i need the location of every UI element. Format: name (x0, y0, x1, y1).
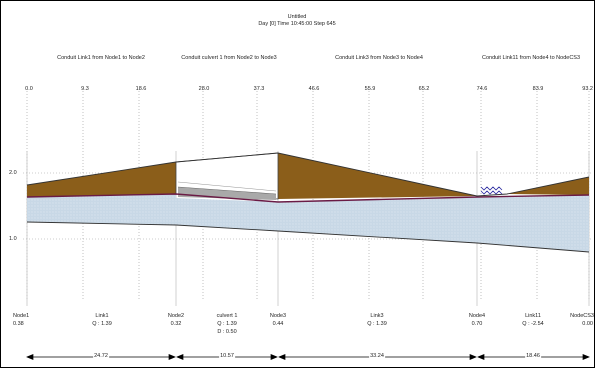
water-level-marker (480, 186, 503, 195)
node-value: 0.00 (582, 321, 593, 327)
arrowhead (270, 353, 278, 361)
arrowhead (26, 353, 34, 361)
arrowhead (168, 353, 176, 361)
chainage-tick: 93.2 (582, 86, 593, 92)
culvert-inner-line (177, 181, 277, 192)
ground-line (26, 152, 590, 197)
node-name: Node3 (269, 313, 287, 319)
node-name: Node4 (468, 313, 486, 319)
soil-link1 (27, 162, 176, 197)
segment-label: Conduit Link1 from Node1 to Node2 (57, 55, 145, 61)
link-flow: Q : 1.39 (367, 321, 387, 327)
length-arrows (26, 353, 590, 361)
arrowhead (469, 353, 477, 361)
segment-label: Conduit Link3 from Node3 to Node4 (335, 55, 423, 61)
plot-subtitle: Day [0] Time 10:45:00 Step 645 (258, 21, 336, 27)
arrowhead (582, 353, 590, 361)
link-flow: Q : -2.54 (522, 321, 544, 327)
link-name: Link3 (370, 313, 384, 319)
chainage-tick: 28.0 (198, 86, 210, 92)
link-flow: Q : 1.39 (217, 321, 237, 327)
arrowhead (278, 353, 286, 361)
node-value: 0.44 (272, 321, 284, 327)
chainage-tick: 0.0 (25, 86, 33, 92)
link-name: Link11 (525, 313, 541, 319)
segment-label: Conduit culvert 1 from Node2 to Node3 (181, 55, 277, 61)
chainage-tick: 37.3 (253, 86, 265, 92)
y-tick: 2.0 (9, 170, 17, 176)
chainage-tick: 74.6 (476, 86, 488, 92)
chainage-tick: 83.9 (532, 86, 544, 92)
length-label: 10.57 (219, 353, 235, 359)
chainage-tick: 9.3 (81, 86, 89, 92)
culvert-inner-line (177, 186, 277, 195)
node-name: NodeCS3 (570, 313, 594, 319)
conduit-invert-line (26, 221, 590, 253)
link-name: Link1 (95, 313, 109, 319)
segment-label: Conduit Link11 from Node4 to NodeCS3 (481, 55, 581, 61)
chainage-tick: 65.2 (418, 86, 430, 92)
length-label: 33.24 (369, 353, 385, 359)
link-name: culvert 1 (216, 313, 238, 319)
arrowhead (477, 353, 485, 361)
node-value: 0.38 (13, 321, 24, 327)
node-value: 0.70 (471, 321, 483, 327)
conduit-crown-line (26, 193, 590, 203)
chainage-tick: 55.9 (364, 86, 376, 92)
chainage-tick: 18.6 (135, 86, 147, 92)
node-name: Node2 (167, 313, 185, 319)
link-flow: Q : 1.39 (92, 321, 112, 327)
arrowhead (176, 353, 184, 361)
length-label: 18.46 (525, 353, 541, 359)
soil-link3 (278, 153, 477, 199)
node-value: 0.32 (170, 321, 182, 327)
length-label: 24.72 (93, 353, 109, 359)
node-name: Node1 (13, 313, 30, 319)
link-depth: D : 0.50 (217, 329, 237, 335)
chainage-tick: 46.6 (308, 86, 320, 92)
water-texture (27, 194, 589, 252)
plot-title: Untitled (287, 14, 307, 20)
y-tick: 1.0 (9, 236, 17, 242)
